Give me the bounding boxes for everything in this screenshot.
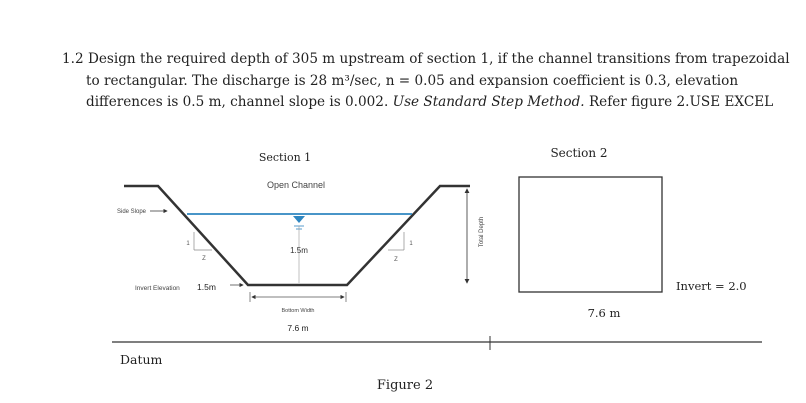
right-slope-z: Z bbox=[394, 257, 398, 263]
invert2-label: Invert = 2.0 bbox=[676, 279, 747, 293]
depth-value: 1.5m bbox=[290, 246, 308, 255]
bottom-width-label: Bottom Width bbox=[281, 308, 314, 314]
problem-line-3: differences is 0.5 m, channel slope is 0… bbox=[62, 92, 773, 114]
method-emphasis: Use Standard Step Method. bbox=[392, 94, 585, 110]
problem-text-3a: differences is 0.5 m, channel slope is 0… bbox=[86, 94, 389, 110]
side-slope-label: Side Slope bbox=[117, 209, 147, 215]
total-depth-label: Total Depth bbox=[479, 217, 485, 247]
right-slope-one: 1 bbox=[409, 241, 413, 247]
problem-line-1: 1.2 Design the required depth of 305 m u… bbox=[62, 49, 790, 71]
invert-elevation-label: Invert Elevation bbox=[135, 285, 180, 292]
problem-number: 1.2 bbox=[62, 51, 84, 67]
section2-width: 7.6 m bbox=[588, 306, 621, 320]
open-channel-label: Open Channel bbox=[267, 180, 325, 190]
bottom-width-value: 7.6 m bbox=[287, 323, 308, 333]
section2-rectangle bbox=[518, 176, 663, 293]
invert-elevation-value: 1.5m bbox=[197, 282, 216, 292]
problem-text-1: Design the required depth of 305 m upstr… bbox=[87, 51, 790, 67]
datum-label: Datum bbox=[120, 352, 163, 367]
channel-profile bbox=[124, 184, 470, 287]
section2-label: Section 2 bbox=[550, 146, 607, 160]
figure-caption: Figure 2 bbox=[377, 378, 433, 393]
left-slope-z: Z bbox=[202, 256, 206, 262]
section1-label: Section 1 bbox=[259, 151, 311, 164]
problem-line-2: to rectangular. The discharge is 28 m³/s… bbox=[86, 72, 739, 89]
water-level-icon bbox=[293, 216, 305, 223]
problem-statement: 1.2 Design the required depth of 305 m u… bbox=[62, 49, 790, 114]
problem-text-3b: Refer figure 2.USE EXCEL bbox=[588, 94, 774, 110]
left-slope-one: 1 bbox=[186, 241, 190, 247]
